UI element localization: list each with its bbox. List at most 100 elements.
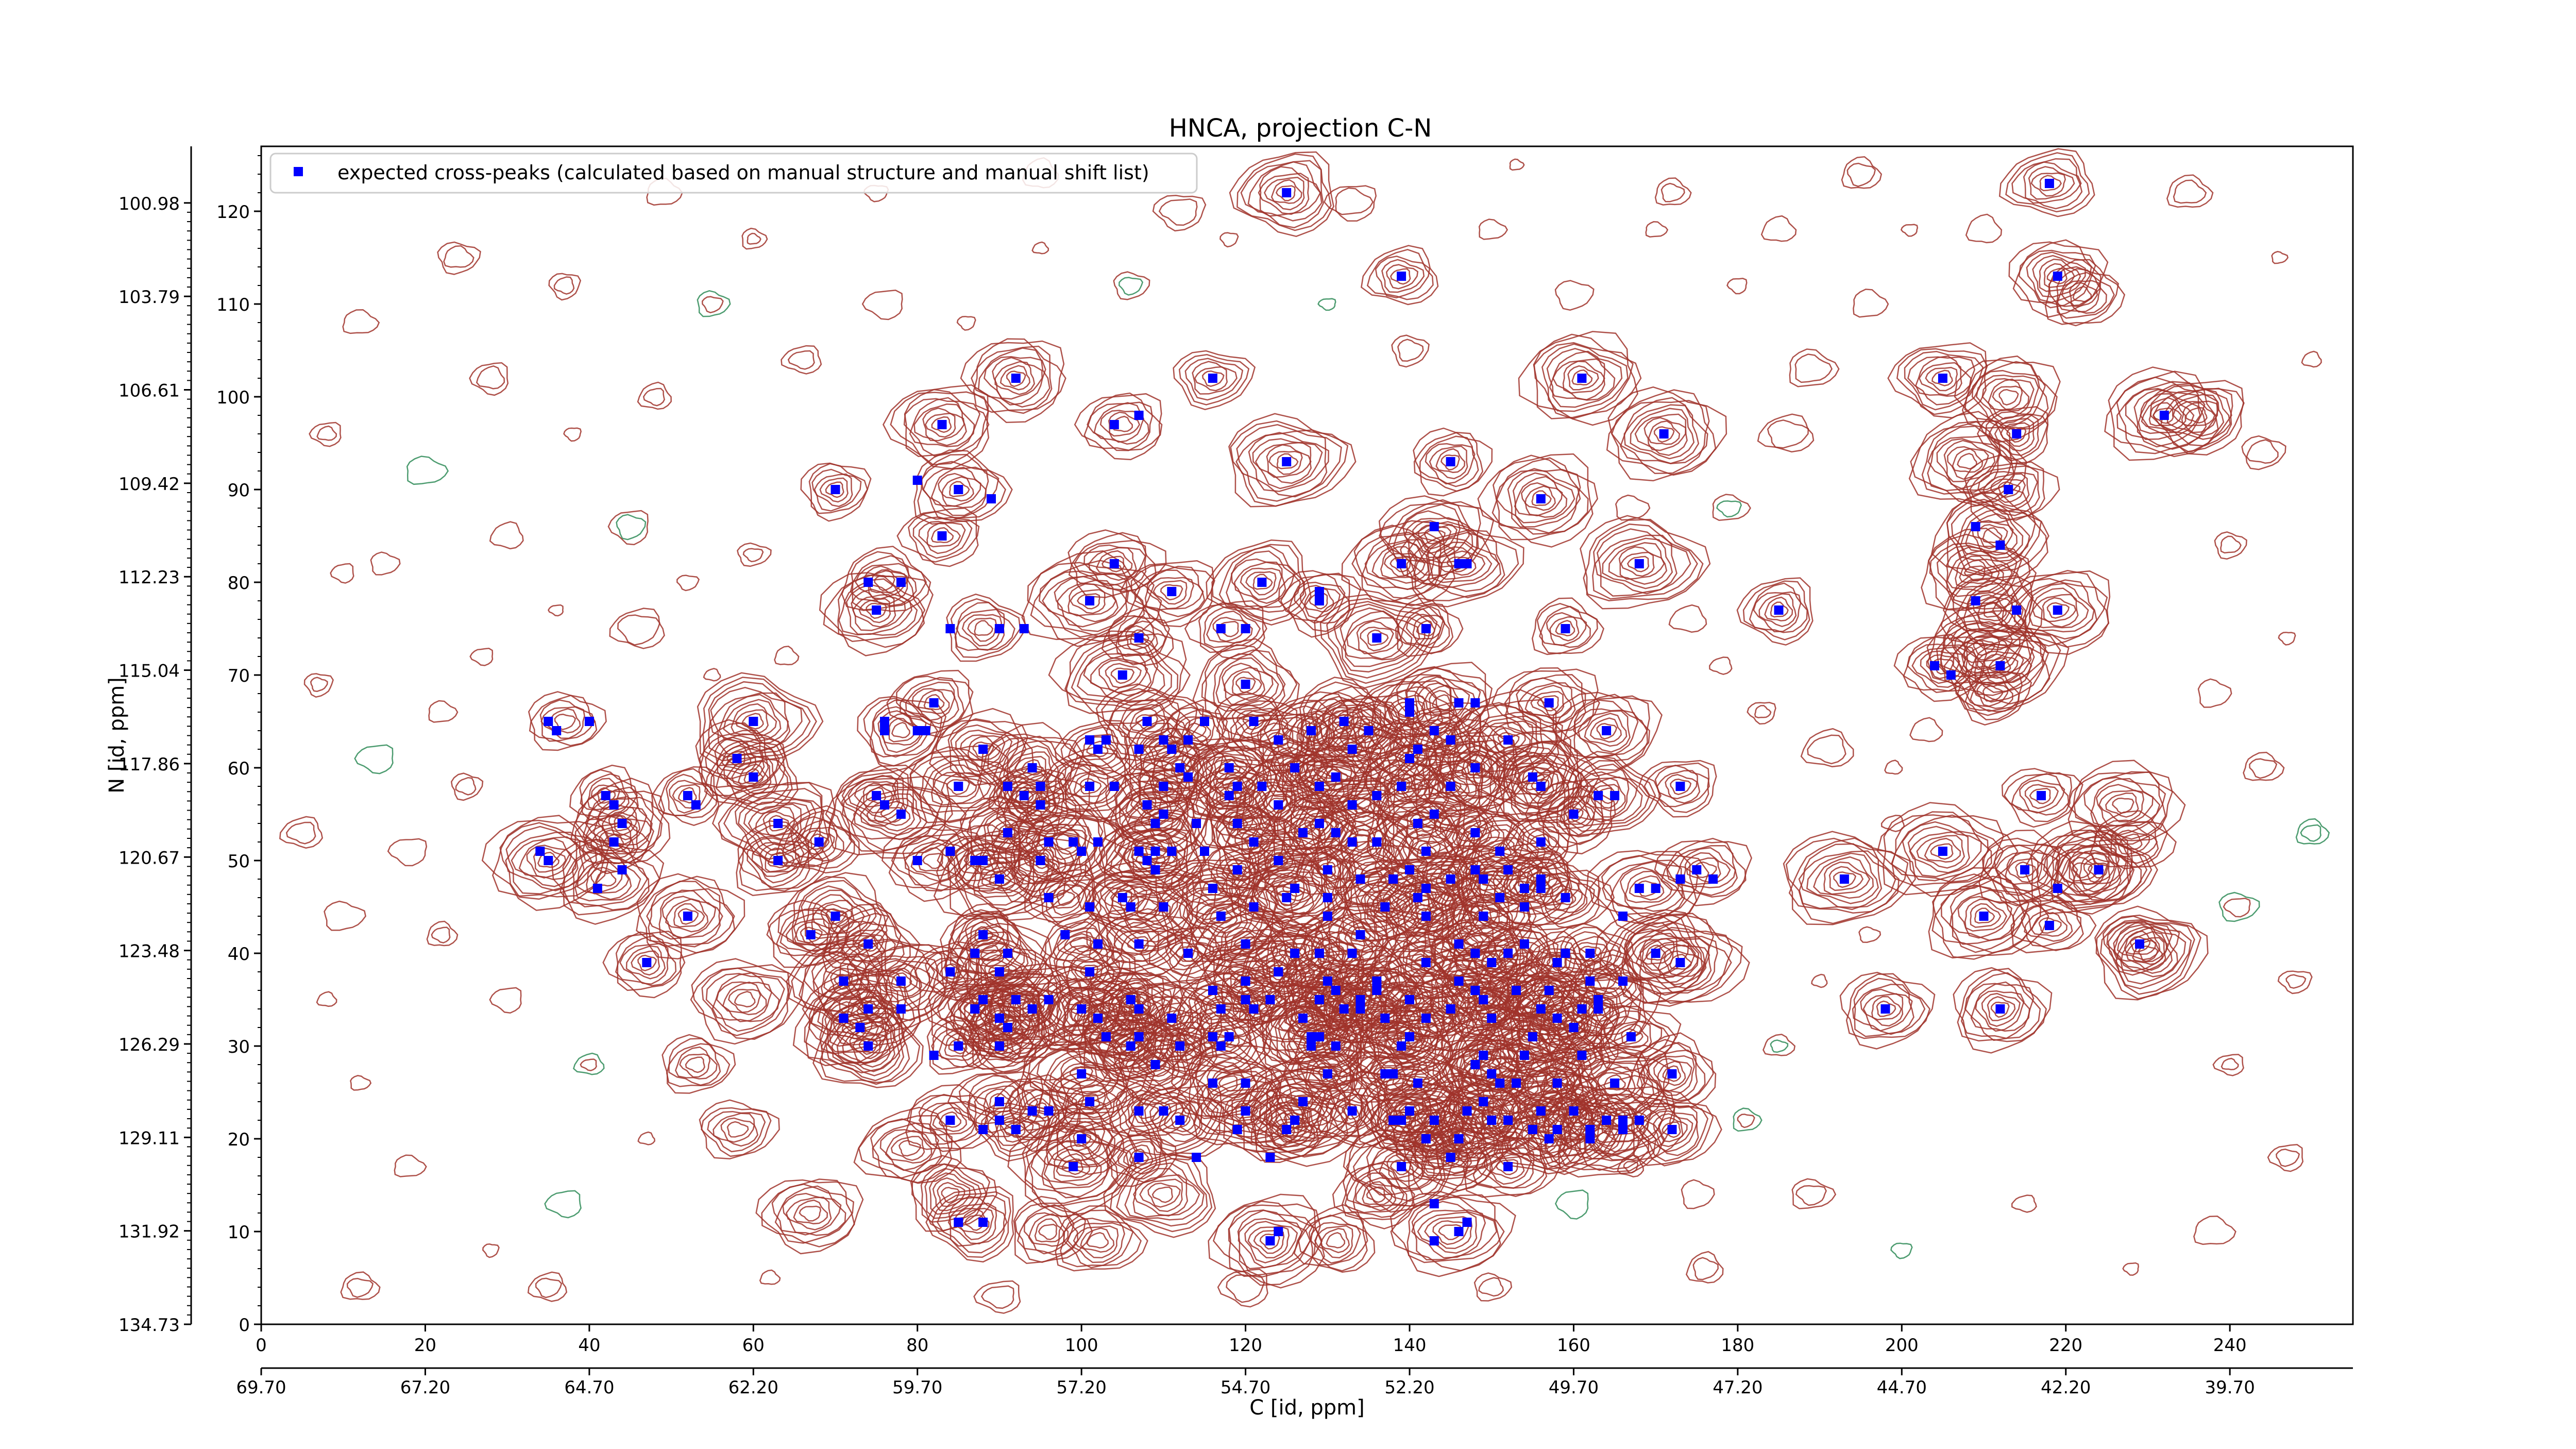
contour-line: [1555, 619, 1575, 636]
contour-line: [825, 776, 951, 859]
cross-peak-marker: [1109, 782, 1119, 791]
contour-line: [2005, 852, 2048, 885]
contour-line: [1670, 778, 1692, 796]
contour-line: [1823, 861, 1871, 895]
y-axis-ppm: 100.98103.79106.61109.42112.23115.04117.…: [118, 194, 191, 1336]
contour-line: [947, 1203, 997, 1244]
contour-line: [877, 963, 923, 998]
contour-line: [853, 1106, 962, 1184]
contour-line: [2019, 780, 2065, 814]
contour-line: [799, 1205, 822, 1222]
contour-line: [482, 1243, 500, 1258]
contour-line: [1949, 889, 2015, 941]
contour-line: [702, 677, 817, 762]
cross-peak-marker: [1224, 763, 1234, 772]
cross-peak-marker: [912, 856, 922, 865]
contour-line: [2095, 784, 2154, 827]
cross-peak-marker: [2053, 605, 2062, 615]
cross-peak-marker: [1093, 1014, 1103, 1023]
cross-peak-marker: [1651, 949, 1660, 958]
contour-line: [1514, 819, 1569, 861]
cross-peak-marker: [1552, 958, 1562, 967]
contour-line: [1389, 1191, 1516, 1277]
contour-line: [1121, 930, 1156, 956]
contour-line: [1101, 555, 1125, 572]
cross-peak-marker: [994, 1014, 1004, 1023]
contour-line: [2015, 861, 2036, 878]
contour-line: [1915, 355, 1972, 397]
contour-line: [2221, 1057, 2239, 1071]
contour-line: [1060, 1056, 1108, 1090]
contour-line: [2185, 407, 2208, 424]
contour-line: [1668, 604, 1707, 633]
contour-line: [1464, 1131, 1561, 1198]
x-ppm-tick-label: 57.20: [1056, 1377, 1106, 1398]
contour-line: [1907, 356, 1976, 406]
contour-line: [961, 856, 1032, 906]
cross-peak-marker: [1274, 856, 1283, 865]
contour-line: [1806, 852, 1879, 904]
contour-line: [1950, 885, 2026, 945]
contour-line: [941, 772, 977, 798]
contour-line: [1566, 987, 1628, 1030]
contour-line: [1228, 1200, 1323, 1277]
contour-line: [960, 340, 1065, 423]
contour-line: [1397, 339, 1424, 362]
cross-peak-marker: [1134, 1004, 1144, 1014]
cross-peak-marker: [1192, 1153, 1201, 1162]
x-tick-label: 140: [1393, 1335, 1427, 1356]
contour-line: [1147, 1021, 1207, 1073]
legend[interactable]: expected cross-peaks (calculated based o…: [269, 153, 1198, 194]
contour-line: [1478, 1277, 1504, 1297]
contour-line: [1134, 566, 1206, 617]
contour-line: [1342, 1103, 1363, 1120]
contour-line: [1112, 1031, 1202, 1100]
contour-line: [1226, 1274, 1265, 1303]
contour-line: [1242, 769, 1322, 836]
contour-line: [1477, 453, 1594, 548]
cross-peak-marker: [1077, 1069, 1087, 1079]
y-ppm-tick-label: 115.04: [118, 661, 180, 682]
cross-peak-marker: [1323, 1069, 1332, 1079]
cross-peak-marker: [1339, 1004, 1349, 1014]
contour-line: [1106, 1127, 1177, 1187]
cross-peak-marker: [1101, 735, 1111, 745]
x-ppm-tick-label: 59.70: [892, 1377, 942, 1398]
cross-peak-marker: [978, 745, 988, 754]
cross-peak-marker: [1134, 1106, 1144, 1116]
contour-line: [1539, 605, 1591, 648]
cross-peak-marker: [1027, 1004, 1037, 1014]
y-ppm-tick-label: 103.79: [118, 287, 180, 308]
contour-line: [1129, 707, 1165, 733]
contour-line: [1357, 721, 1380, 738]
contour-line: [616, 514, 647, 541]
contour-line: [1356, 1054, 1415, 1097]
contour-line: [1360, 996, 1416, 1039]
cross-peak-marker: [1446, 735, 1455, 745]
contour-line: [1411, 1201, 1498, 1261]
cross-peak-marker: [1159, 735, 1168, 745]
contour-line: [804, 830, 835, 855]
plot-area: [260, 145, 2354, 1325]
contour-line: [1204, 644, 1298, 721]
contour-line: [734, 791, 825, 860]
cross-peak-marker: [1216, 624, 1226, 633]
contour-line: [1890, 1242, 1913, 1259]
cross-peak-marker: [1167, 847, 1177, 856]
contour-line: [1283, 1006, 1320, 1031]
contour-line: [602, 931, 682, 999]
contour-line: [870, 1118, 953, 1179]
contour-line: [1240, 567, 1282, 600]
cross-peak-marker: [1265, 1153, 1275, 1162]
contour-line: [713, 1113, 758, 1147]
contour-line: [1171, 1111, 1191, 1128]
contour-line: [1201, 370, 1225, 387]
contour-line: [1250, 1094, 1329, 1164]
cross-peak-marker: [1175, 763, 1185, 772]
cross-peak-marker: [1372, 986, 1382, 995]
cross-peak-marker: [1314, 819, 1324, 828]
contour-line: [1052, 884, 1081, 909]
contour-line: [2246, 439, 2279, 464]
contour-line: [908, 511, 980, 563]
contour-line: [739, 825, 824, 891]
